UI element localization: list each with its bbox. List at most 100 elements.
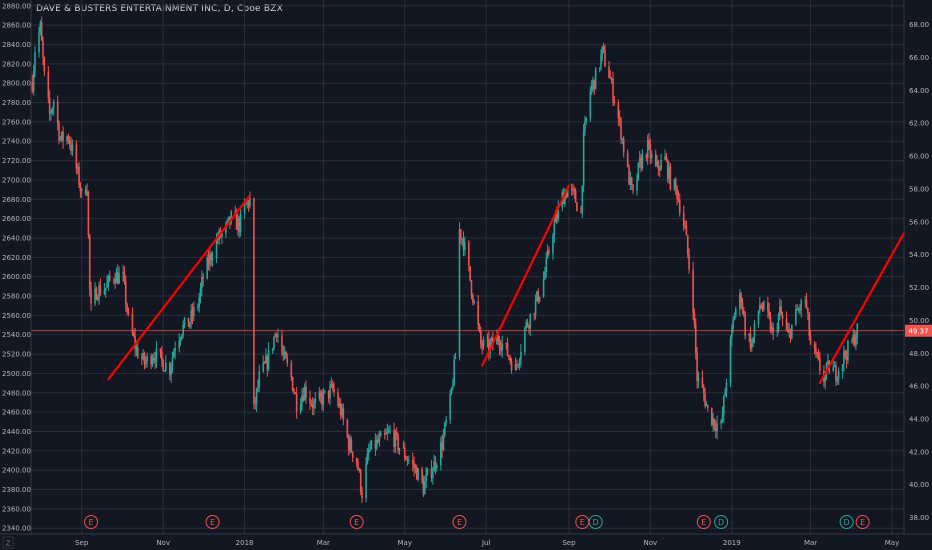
candle-body xyxy=(813,344,816,348)
candle-body xyxy=(179,338,182,341)
dividend-marker[interactable]: D xyxy=(588,515,603,529)
candle-body xyxy=(598,67,601,69)
candle-body xyxy=(253,198,255,404)
candle-body xyxy=(171,357,174,367)
right-tick-label: 64.00 xyxy=(909,87,929,95)
candle-body xyxy=(423,481,426,495)
candle-body xyxy=(761,308,764,310)
candle-body xyxy=(637,162,640,180)
candle-body xyxy=(804,299,807,301)
right-tick-label: 62.00 xyxy=(909,120,929,128)
candle-body xyxy=(341,408,343,416)
candle-body xyxy=(181,334,183,339)
candle-body xyxy=(538,296,541,302)
candle-body xyxy=(303,386,306,401)
candle-body xyxy=(108,275,111,280)
left-tick-label: 2780.00 xyxy=(2,99,31,107)
candle-body xyxy=(174,348,176,352)
candle-body xyxy=(844,351,847,357)
candle-body xyxy=(701,377,704,388)
candle-body xyxy=(714,427,717,432)
event-label: D xyxy=(718,518,724,527)
candle-body xyxy=(641,154,644,169)
right-tick-label: 50.00 xyxy=(909,317,929,325)
candle-body xyxy=(470,280,473,295)
candle-body xyxy=(772,327,774,332)
candle-body xyxy=(556,214,558,219)
candle-body xyxy=(841,364,844,372)
candle-body xyxy=(84,188,87,195)
dividend-marker[interactable]: D xyxy=(714,515,729,529)
candle-body xyxy=(425,474,427,482)
candle-body xyxy=(725,382,728,392)
candle-body xyxy=(836,379,839,382)
candle-body xyxy=(520,351,522,361)
candle-body xyxy=(143,352,146,365)
candle-body xyxy=(52,101,55,109)
candle-body xyxy=(209,253,211,265)
candle-body xyxy=(660,159,662,171)
candle-body xyxy=(638,157,641,163)
x-tick-label: Nov xyxy=(156,539,170,547)
earnings-marker[interactable]: E xyxy=(84,515,99,529)
earnings-marker[interactable]: E xyxy=(855,515,870,529)
scale-toggle[interactable]: Z xyxy=(2,536,14,549)
candle-body xyxy=(837,371,840,380)
candle-body xyxy=(70,144,72,152)
candle-body xyxy=(514,364,517,371)
candle-body xyxy=(31,82,34,92)
earnings-marker[interactable]: E xyxy=(205,515,220,529)
candle-body xyxy=(68,140,71,145)
candle-body xyxy=(383,433,386,435)
candle-body xyxy=(528,325,530,329)
earnings-marker[interactable]: E xyxy=(349,515,364,529)
candle-body xyxy=(461,238,463,240)
candle-body xyxy=(517,364,520,366)
candle-body xyxy=(151,360,154,365)
earnings-marker[interactable]: E xyxy=(696,515,711,529)
candle-body xyxy=(819,358,821,371)
left-tick-label: 2640.00 xyxy=(2,234,31,242)
candle-body xyxy=(417,468,419,480)
candle-body xyxy=(621,138,624,140)
candle-body xyxy=(393,429,395,448)
candle-body xyxy=(422,481,425,495)
candle-body xyxy=(243,204,246,213)
earnings-marker[interactable]: E xyxy=(452,515,467,529)
candle-body xyxy=(67,136,70,141)
x-tick-label: Jul xyxy=(481,539,491,547)
candle-body xyxy=(206,257,209,279)
candle-body xyxy=(686,235,689,255)
left-tick-label: 2580.00 xyxy=(2,293,31,301)
candle-body xyxy=(397,434,399,451)
event-label: E xyxy=(457,518,462,527)
candle-body xyxy=(617,103,620,118)
earnings-marker[interactable]: E xyxy=(575,515,590,529)
candle-body xyxy=(173,351,175,358)
candle-body xyxy=(518,360,521,365)
candle-body xyxy=(626,152,629,167)
left-tick-label: 2360.00 xyxy=(2,505,31,513)
candle-body xyxy=(724,391,726,397)
candle-body xyxy=(122,272,124,274)
candle-body xyxy=(107,275,110,283)
candle-body xyxy=(358,470,361,472)
candle-body xyxy=(657,160,660,169)
candle-body xyxy=(628,166,630,185)
candle-body xyxy=(488,339,490,354)
candle-body xyxy=(254,403,257,405)
candle-body xyxy=(283,351,286,355)
candle-body xyxy=(433,461,435,472)
candle-body xyxy=(106,282,108,288)
candle-body xyxy=(88,235,91,290)
right-tick-label: 58.00 xyxy=(909,185,929,193)
candle-body xyxy=(301,395,303,405)
dividend-marker[interactable]: D xyxy=(839,515,854,529)
last-price-badge: 49.37 xyxy=(905,324,932,337)
candle-body xyxy=(262,362,265,372)
candle-body xyxy=(664,156,666,160)
candle-body xyxy=(42,40,44,58)
candle-body xyxy=(182,324,184,335)
